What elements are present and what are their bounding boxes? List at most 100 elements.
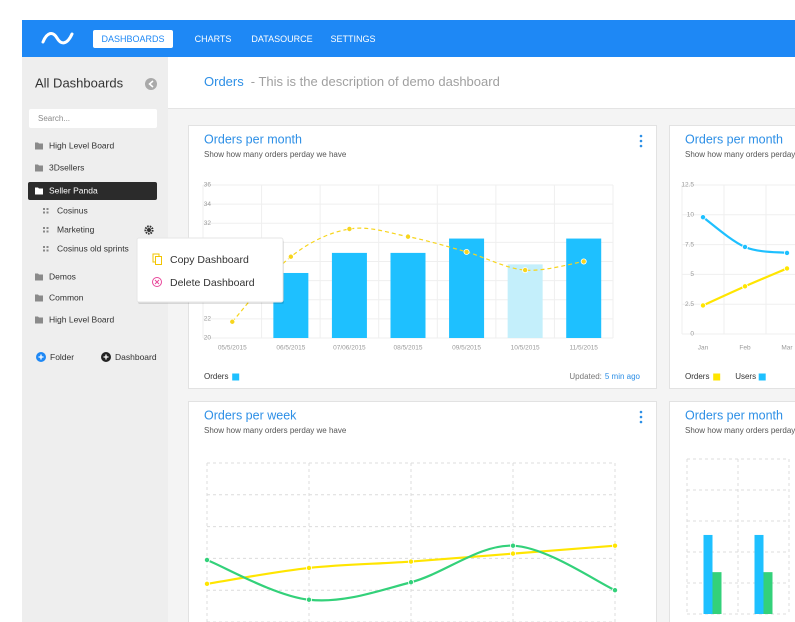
bar [703,534,713,614]
point [346,225,353,232]
logo [41,32,74,45]
bar [763,572,773,614]
copy-icon [155,256,162,265]
bar [566,238,602,338]
sidebar-item[interactable]: Marketing [57,224,95,234]
point [463,248,470,255]
point [742,243,749,250]
sidebar-item[interactable]: Seller Panda [49,185,98,195]
legend-swatch [713,373,721,381]
dashboard-title: Orders [204,74,244,89]
card-title: Orders per month [685,408,783,422]
point [784,265,791,272]
bar [754,534,764,614]
sidebar-item[interactable]: Demos [49,271,76,281]
card-menu-dot [639,415,643,419]
collapse-arrow [148,80,154,88]
folder-icon [35,316,43,324]
folder-open-icon [35,187,43,195]
card-title: Orders per month [685,132,783,146]
card-title: Orders per month [204,132,302,146]
collapse-button[interactable] [145,78,157,90]
selected-item [28,182,157,200]
bar [331,252,367,338]
y-tick-label: 22 [204,316,212,323]
menu-item[interactable]: Delete Dashboard [170,277,255,289]
nav-item[interactable]: CHARTS [195,34,232,44]
sidebar-item[interactable]: Cosinus old sprints [57,243,129,253]
point [580,258,587,265]
point [203,580,210,587]
card-menu-dot [639,420,643,424]
drag-handle [46,230,49,233]
point [287,253,294,260]
x-tick-label: Jan [698,345,709,352]
folder-icon [35,294,43,302]
point [522,267,529,274]
sidebar-item[interactable]: 3Dsellers [49,162,84,172]
search-box[interactable] [29,109,157,128]
drag-handle [43,227,45,229]
sidebar-title: All Dashboards [35,75,124,90]
drag-handle [46,249,49,252]
card [188,401,657,622]
nav-active-tab [93,30,173,48]
sidebar-item[interactable]: Common [49,292,84,302]
point [509,542,516,549]
drag-handle [43,211,45,214]
point [509,550,516,557]
y-tick-label: 2.5 [685,301,694,308]
settings-gear[interactable] [144,225,154,235]
drag-handle [43,249,45,252]
nav-item[interactable]: SETTINGS [330,34,375,44]
nav-item[interactable]: DASHBOARDS [101,34,164,44]
x-tick-label: 08/5/2015 [394,345,423,352]
card-menu-dot [639,134,643,138]
drag-handle [46,211,49,214]
card [669,125,795,389]
point [612,587,619,594]
point [784,249,791,256]
delete-icon-x [154,279,160,285]
bar [712,572,722,614]
plus [103,354,109,360]
drag-handle [43,208,45,210]
y-tick-label: 36 [204,182,212,189]
updated-time: 5 min ago [605,372,641,381]
legend-label: Orders [204,372,228,381]
card-menu-dot [639,139,643,143]
updated-note: Updated: 5 min ago [569,372,640,381]
drag-handle [43,246,45,248]
updated-label: Updated: [569,372,601,381]
legend-label: Users [735,372,756,381]
folder-icon [35,164,43,172]
settings-gear-core [147,228,151,232]
point [229,318,236,325]
sidebar-item[interactable]: High Level Board [49,314,114,324]
y-tick-label: 12.5 [681,182,694,189]
add-button-label[interactable]: Folder [50,352,74,362]
sidebar-item[interactable]: Cosinus [57,205,88,215]
point [407,579,414,586]
page-header [168,57,795,108]
point [305,596,312,603]
bar [507,264,543,338]
menu-item[interactable]: Copy Dashboard [170,254,249,266]
point [407,558,414,565]
card-menu-dot [639,410,643,414]
y-tick-label: 32 [204,220,212,227]
add-button-label[interactable]: Dashboard [115,352,157,362]
x-tick-label: 09/5/2015 [452,345,481,352]
sidebar-item[interactable]: High Level Board [49,140,114,150]
bar [449,238,485,338]
legend-swatch [758,373,766,381]
x-tick-label: 10/5/2015 [511,345,540,352]
point [404,233,411,240]
nav-item[interactable]: DATASOURCE [251,34,312,44]
folder-icon [35,142,43,150]
x-tick-label: 06/5/2015 [276,345,305,352]
plus [38,354,44,360]
card-subtitle: Show how many orders perday we have [685,150,795,159]
x-tick-label: Mar [781,345,793,352]
